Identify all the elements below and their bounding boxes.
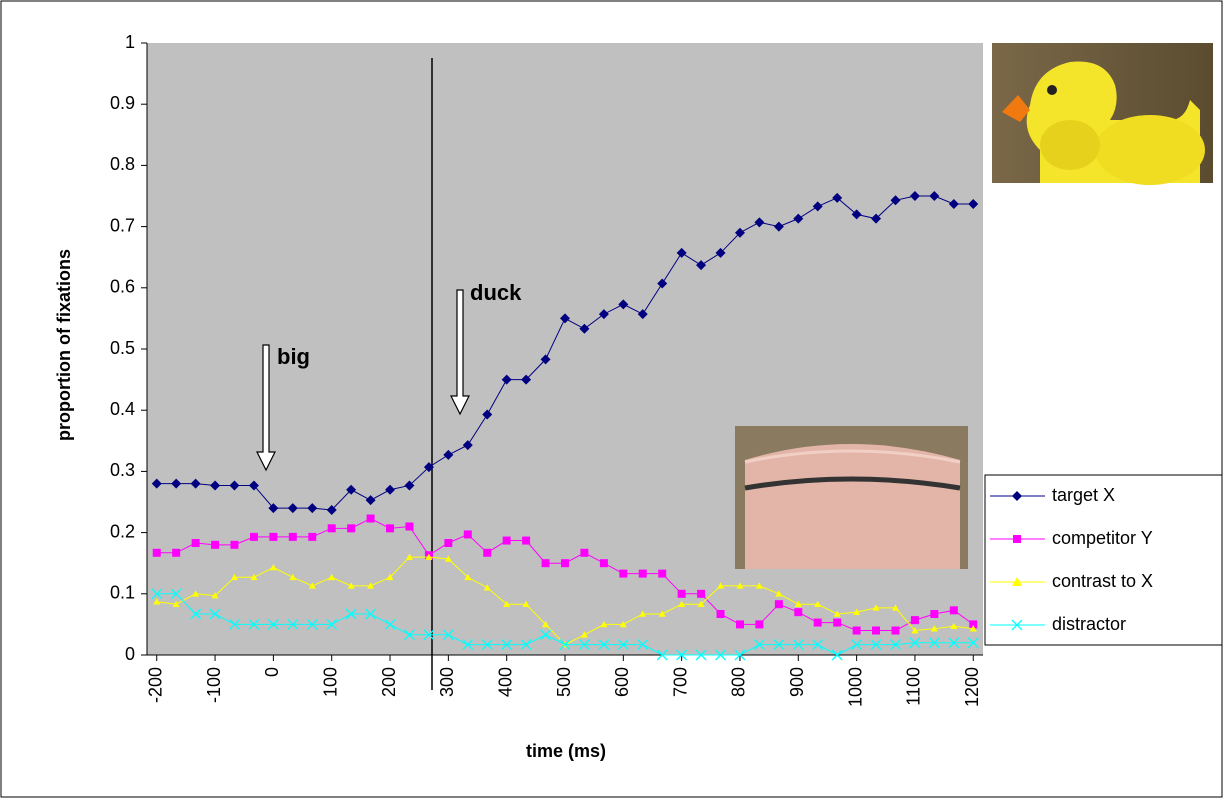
y-tick-label: 0 (125, 644, 135, 664)
x-tick-label: 800 (729, 667, 749, 697)
y-tick-label: 0.1 (110, 583, 135, 603)
legend-label: target X (1052, 485, 1115, 505)
marker (153, 549, 161, 557)
marker (678, 590, 686, 598)
y-tick-label: 0.8 (110, 154, 135, 174)
marker (503, 537, 511, 545)
marker (580, 549, 588, 557)
x-tick-label: 0 (262, 667, 282, 677)
marker (483, 549, 491, 557)
marker (269, 533, 277, 541)
x-tick-label: -100 (204, 667, 224, 703)
y-tick-label: 0.9 (110, 93, 135, 113)
marker (542, 559, 550, 567)
legend-label: contrast to X (1052, 571, 1153, 591)
marker (930, 610, 938, 618)
x-tick-label: 600 (612, 667, 632, 697)
marker (775, 600, 783, 608)
x-tick-label: 200 (379, 667, 399, 697)
annotation: big (277, 344, 310, 369)
x-tick-label: -200 (145, 667, 165, 703)
y-tick-label: 0.5 (110, 338, 135, 358)
marker (717, 610, 725, 618)
marker (950, 606, 958, 614)
marker (892, 627, 900, 635)
box-photo (735, 426, 968, 569)
marker (1013, 535, 1021, 543)
marker (600, 559, 608, 567)
duck-photo (992, 43, 1213, 185)
marker (522, 537, 530, 545)
marker (561, 559, 569, 567)
marker (230, 541, 238, 549)
x-tick-label: 300 (437, 667, 457, 697)
legend-label: competitor Y (1052, 528, 1153, 548)
marker (405, 522, 413, 530)
x-tick-label: 900 (787, 667, 807, 697)
y-tick-label: 0.6 (110, 277, 135, 297)
marker (464, 530, 472, 538)
chart: 0 0.1 0.2 0.3 0.4 0.5 0.6 0.7 0.8 0.9 1 -200 -100 0 10… (0, 0, 1224, 799)
marker (911, 616, 919, 624)
x-tick-label: 400 (495, 667, 515, 697)
marker (872, 627, 880, 635)
marker (444, 539, 452, 547)
annotation: duck (470, 280, 522, 305)
marker (328, 524, 336, 532)
marker (853, 627, 861, 635)
marker (639, 570, 647, 578)
marker (347, 524, 355, 532)
x-tick-label: 1200 (962, 667, 982, 707)
marker (386, 524, 394, 532)
marker (192, 539, 200, 547)
y-tick-label: 0.2 (110, 521, 135, 541)
y-tick-label: 1 (125, 32, 135, 52)
y-axis-title: proportion of fixations (54, 249, 74, 441)
marker (367, 515, 375, 523)
marker (619, 570, 627, 578)
x-tick-label: 700 (670, 667, 690, 697)
marker (833, 619, 841, 627)
x-tick-label: 100 (320, 667, 340, 697)
marker (211, 541, 219, 549)
x-axis-title: time (ms) (526, 741, 606, 761)
x-tick-label: 1000 (845, 667, 865, 707)
marker (172, 549, 180, 557)
x-tick-label: 1100 (904, 667, 924, 706)
legend-label: distractor (1052, 614, 1126, 634)
marker (697, 590, 705, 598)
marker (814, 619, 822, 627)
y-tick-label: 0.4 (110, 399, 135, 419)
marker (250, 533, 258, 541)
x-tick-label: 500 (554, 667, 574, 697)
marker (794, 608, 802, 616)
marker (658, 570, 666, 578)
marker (289, 533, 297, 541)
marker (736, 620, 744, 628)
marker (755, 620, 763, 628)
marker (308, 533, 316, 541)
y-tick-label: 0.3 (110, 460, 135, 480)
y-tick-label: 0.7 (110, 215, 135, 235)
